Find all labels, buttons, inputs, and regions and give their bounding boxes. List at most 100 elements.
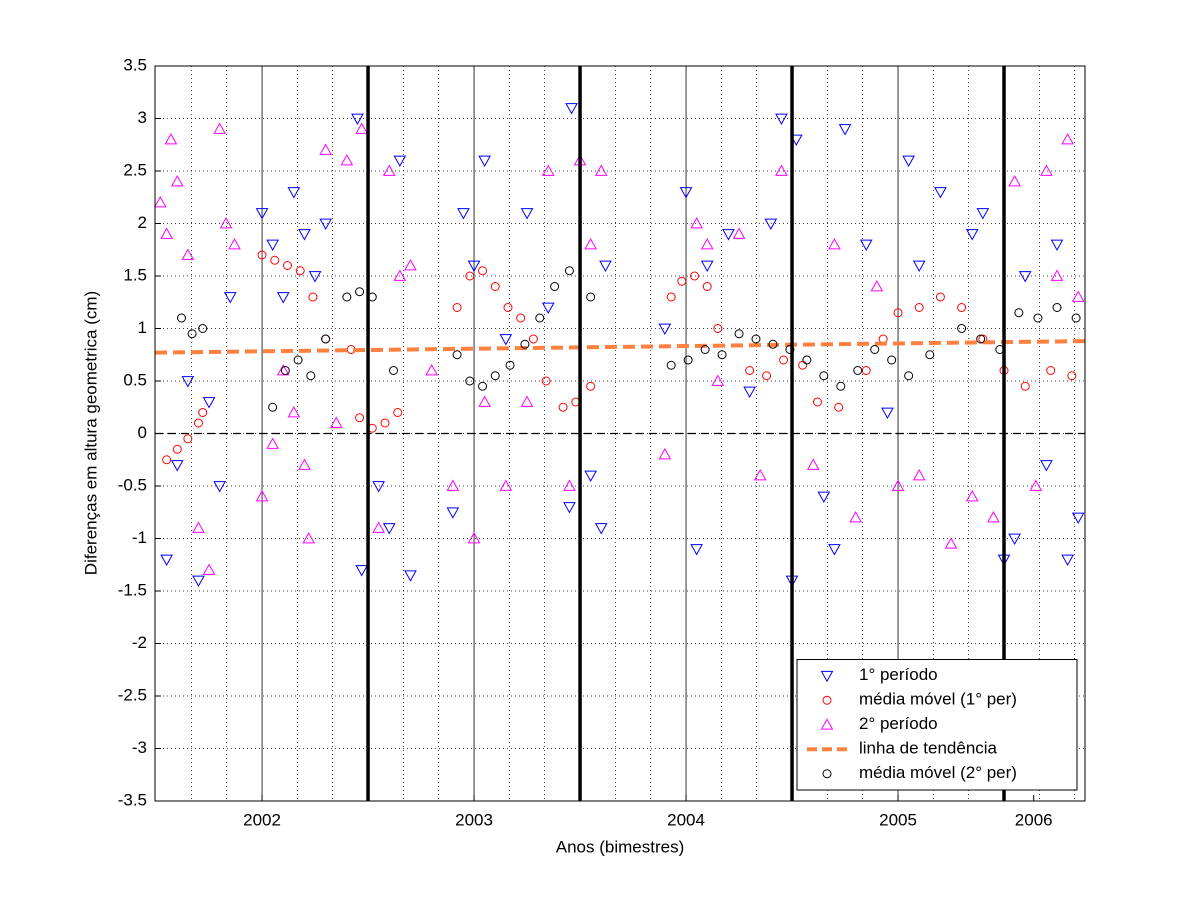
point bbox=[372, 521, 385, 533]
point bbox=[319, 218, 333, 231]
point bbox=[302, 531, 316, 544]
point bbox=[599, 260, 612, 273]
point bbox=[287, 405, 301, 418]
point bbox=[298, 458, 311, 470]
point bbox=[1071, 512, 1085, 525]
y-tick-label: -3 bbox=[132, 738, 147, 757]
point bbox=[965, 489, 979, 502]
point bbox=[563, 502, 576, 514]
point bbox=[351, 113, 364, 126]
point bbox=[1046, 366, 1056, 375]
point bbox=[745, 366, 755, 375]
legend-label: linha de tendência bbox=[859, 739, 998, 758]
point bbox=[452, 350, 462, 360]
point bbox=[762, 371, 772, 381]
point bbox=[516, 313, 526, 323]
x-tick-label: 2002 bbox=[243, 810, 281, 829]
point bbox=[1040, 164, 1053, 176]
point bbox=[849, 510, 862, 523]
point bbox=[499, 479, 513, 491]
point bbox=[594, 523, 608, 535]
point bbox=[912, 260, 926, 273]
trend-line bbox=[154, 339, 1086, 355]
legend-marker bbox=[822, 769, 832, 779]
y-tick-label: -0.5 bbox=[118, 475, 147, 494]
legend-label: 1° período bbox=[859, 665, 938, 684]
y-tick-label: 3 bbox=[138, 108, 147, 127]
point bbox=[1040, 460, 1053, 472]
legend-box bbox=[796, 659, 1078, 791]
point bbox=[870, 345, 880, 354]
point bbox=[870, 279, 884, 292]
point bbox=[965, 229, 979, 241]
point bbox=[779, 355, 789, 365]
point bbox=[806, 458, 820, 470]
point bbox=[764, 218, 778, 231]
point bbox=[270, 255, 280, 265]
point bbox=[853, 366, 863, 375]
point bbox=[1061, 132, 1074, 145]
point bbox=[382, 164, 396, 176]
point bbox=[904, 371, 914, 381]
point bbox=[541, 302, 555, 315]
point bbox=[193, 418, 203, 428]
point bbox=[228, 237, 241, 250]
point bbox=[355, 565, 369, 577]
point bbox=[266, 239, 280, 252]
point bbox=[944, 537, 958, 549]
point bbox=[683, 355, 693, 365]
point bbox=[478, 266, 488, 276]
point bbox=[828, 544, 841, 556]
point bbox=[817, 491, 831, 504]
point bbox=[520, 395, 534, 407]
point bbox=[198, 408, 208, 417]
point bbox=[276, 363, 290, 376]
y-tick-label: -2 bbox=[132, 633, 147, 652]
point bbox=[198, 324, 208, 333]
point bbox=[700, 237, 714, 250]
point bbox=[690, 271, 700, 281]
point bbox=[192, 521, 205, 533]
point bbox=[467, 260, 481, 273]
legend-marker bbox=[820, 670, 834, 683]
point bbox=[775, 113, 788, 126]
point bbox=[550, 282, 560, 291]
point bbox=[465, 376, 475, 386]
point bbox=[717, 350, 727, 360]
point bbox=[183, 434, 193, 444]
point bbox=[319, 143, 333, 155]
point bbox=[202, 397, 216, 409]
point bbox=[202, 563, 216, 575]
point bbox=[702, 282, 712, 291]
point bbox=[162, 455, 172, 465]
y-tick-label: -1.5 bbox=[118, 580, 147, 599]
point bbox=[934, 187, 947, 199]
y-axis-label: Diferenças em altura geometrica (cm) bbox=[81, 291, 100, 575]
point bbox=[1061, 554, 1074, 567]
point bbox=[802, 355, 812, 365]
point bbox=[912, 468, 926, 481]
point bbox=[308, 292, 318, 302]
point bbox=[834, 402, 844, 412]
point bbox=[404, 258, 417, 271]
point bbox=[478, 395, 491, 407]
point bbox=[700, 260, 714, 273]
point bbox=[1008, 174, 1021, 187]
point bbox=[268, 402, 278, 412]
point bbox=[1052, 303, 1062, 312]
point bbox=[306, 371, 316, 381]
point bbox=[925, 350, 935, 360]
point bbox=[393, 269, 407, 281]
point bbox=[490, 371, 500, 381]
point bbox=[490, 282, 500, 291]
point bbox=[295, 266, 305, 276]
point bbox=[564, 266, 574, 276]
point bbox=[584, 237, 597, 250]
point bbox=[160, 227, 174, 239]
point bbox=[887, 355, 897, 365]
point bbox=[276, 292, 290, 304]
point bbox=[266, 437, 280, 449]
point bbox=[881, 407, 894, 420]
point bbox=[160, 554, 174, 567]
